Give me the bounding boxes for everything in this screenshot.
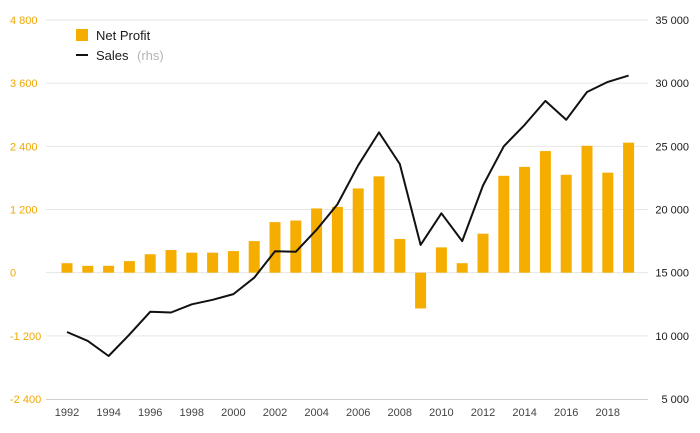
net-profit-bar (331, 206, 343, 273)
net-profit-bar (623, 142, 635, 273)
left-tick-label: 4 800 (10, 15, 38, 27)
left-tick-label: 1 200 (10, 205, 38, 217)
net-profit-bar (394, 238, 406, 273)
net-profit-bar (519, 166, 531, 273)
right-tick-label: 30 000 (655, 78, 689, 90)
legend-label-sales: Sales (rhs) (96, 47, 164, 64)
x-tick-label: 1996 (138, 407, 162, 419)
right-axis-ticks: 5 000 10 000 15 000 20 000 25 000 30 000 35 00… (655, 15, 689, 406)
right-tick-label: 25 000 (655, 141, 689, 153)
net-profit-bar (415, 272, 427, 309)
x-tick-label: 2008 (388, 407, 412, 419)
net-profit-bar (311, 208, 323, 273)
net-profit-bar (602, 172, 614, 273)
net-profit-bar (207, 252, 219, 273)
x-tick-label: 2010 (429, 407, 453, 419)
net-profit-bar (61, 263, 73, 273)
net-profit-bar (103, 265, 115, 273)
legend-label-sales-suffix: (rhs) (137, 48, 164, 63)
net-profit-bar (248, 241, 260, 273)
net-profit-bar (477, 233, 489, 273)
x-tick-label: 2000 (221, 407, 245, 419)
x-tick-label: 1992 (55, 407, 79, 419)
right-tick-label: 35 000 (655, 15, 689, 27)
net-profit-bar (435, 247, 447, 273)
right-tick-label: 10 000 (655, 331, 689, 343)
gridlines (46, 19, 648, 400)
x-tick-label: 2006 (346, 407, 370, 419)
net-profit-bar (186, 252, 198, 273)
x-tick-label: 2016 (554, 407, 578, 419)
right-tick-label: 5 000 (661, 394, 689, 406)
left-tick-label: 3 600 (10, 78, 38, 90)
x-tick-label: 2018 (596, 407, 620, 419)
net-profit-bar (227, 251, 239, 273)
sales-line-layer (66, 74, 629, 357)
right-tick-label: 15 000 (655, 268, 689, 280)
net-profit-bar (373, 176, 385, 273)
net-profit-bar (498, 175, 510, 273)
x-tick-label: 2012 (471, 407, 495, 419)
net-profit-bar (539, 151, 551, 273)
x-tick-label: 2004 (304, 407, 328, 419)
legend-swatch-net-profit (76, 29, 88, 41)
legend: Net Profit Sales (rhs) (76, 28, 164, 64)
net-profit-bars (61, 142, 635, 309)
left-tick-label: -2 400 (10, 394, 41, 406)
net-profit-bar (144, 254, 156, 273)
x-tick-label: 2014 (512, 407, 536, 419)
net-profit-bar (456, 263, 468, 273)
net-profit-bar (290, 220, 302, 273)
right-tick-label: 20 000 (655, 205, 689, 217)
net-profit-bar (82, 265, 94, 273)
net-profit-bar (123, 261, 135, 273)
x-tick-label: 2002 (263, 407, 287, 419)
net-profit-bar (560, 174, 572, 273)
left-tick-label: 0 (10, 268, 16, 280)
net-profit-bar (352, 188, 364, 273)
sales-line (66, 74, 629, 357)
x-axis-ticks: 1992 1994 1996 1998 2000 2002 2004 2006 2008 2010… (55, 407, 620, 419)
left-tick-label: 2 400 (10, 141, 38, 153)
left-axis-ticks: -2 400 -1 200 0 1 200 2 400 3 600 4 800 (10, 15, 41, 406)
legend-label-net-profit: Net Profit (96, 28, 151, 43)
x-tick-label: 1994 (96, 407, 120, 419)
x-tick-label: 1998 (180, 407, 204, 419)
net-profit-bar (269, 222, 281, 273)
net-profit-bar (165, 250, 177, 273)
net-profit-bar (581, 145, 593, 273)
left-tick-label: -1 200 (10, 331, 41, 343)
legend-label-sales-name: Sales (96, 48, 129, 63)
